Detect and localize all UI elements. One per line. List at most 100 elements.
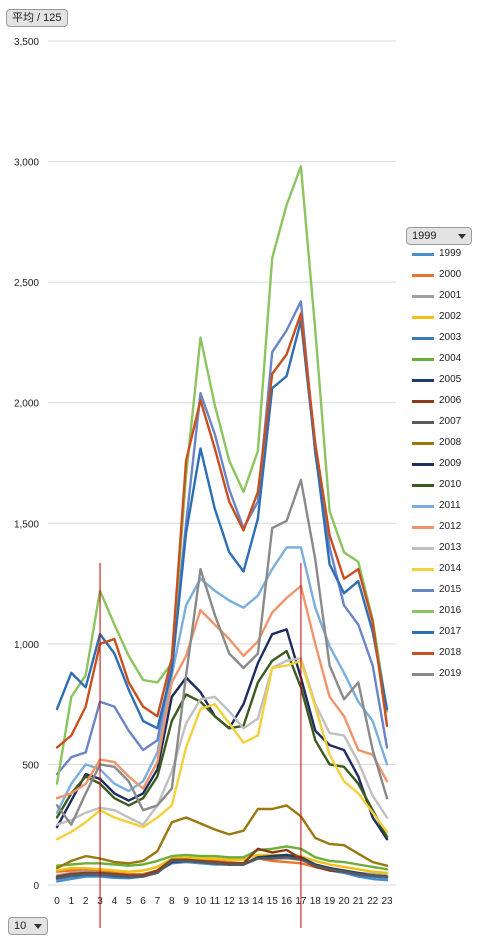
x-tick-label: 12 bbox=[224, 896, 236, 907]
legend-swatch bbox=[412, 379, 434, 382]
legend-label: 2013 bbox=[439, 542, 462, 553]
legend-item-2004[interactable]: 2004 bbox=[410, 352, 480, 366]
y-tick-label: 3,000 bbox=[14, 158, 39, 169]
legend-item-2015[interactable]: 2015 bbox=[410, 583, 480, 597]
series-line-2007 bbox=[55, 856, 389, 879]
hour-filter-dropdown[interactable]: 10 bbox=[8, 917, 48, 935]
legend-item-2005[interactable]: 2005 bbox=[410, 373, 480, 387]
legend-item-2010[interactable]: 2010 bbox=[410, 478, 480, 492]
legend-swatch bbox=[412, 484, 434, 487]
legend-label: 2002 bbox=[439, 311, 462, 322]
y-tick-label: 2,000 bbox=[14, 399, 39, 410]
series-lines bbox=[55, 165, 389, 883]
y-tick-label: 500 bbox=[22, 760, 39, 771]
legend-item-2012[interactable]: 2012 bbox=[410, 520, 480, 534]
legend-swatch bbox=[412, 526, 434, 529]
vertical-markers bbox=[99, 563, 302, 928]
legend-item-2003[interactable]: 2003 bbox=[410, 331, 480, 345]
legend-swatch bbox=[412, 505, 434, 508]
series-line-2016 bbox=[55, 165, 389, 785]
x-tick-label: 2 bbox=[83, 896, 89, 907]
legend-item-2009[interactable]: 2009 bbox=[410, 457, 480, 471]
x-tick-label: 7 bbox=[155, 896, 161, 907]
legend-swatch bbox=[412, 442, 434, 445]
legend-item-2008[interactable]: 2008 bbox=[410, 436, 480, 450]
x-tick-label: 10 bbox=[195, 896, 207, 907]
x-tick-label: 15 bbox=[267, 896, 279, 907]
x-tick-label: 14 bbox=[252, 896, 264, 907]
y-tick-label: 3,500 bbox=[14, 37, 39, 48]
x-tick-label: 19 bbox=[324, 896, 336, 907]
legend-item-2019[interactable]: 2019 bbox=[410, 667, 480, 681]
y-axis-ticks: 0 500 1,000 1,500 2,000 2,500 3,000 3,500 bbox=[14, 37, 39, 892]
legend-label: 2007 bbox=[439, 416, 462, 427]
series-line-2013 bbox=[55, 657, 389, 826]
x-tick-label: 20 bbox=[338, 896, 350, 907]
hour-filter-label: 10 bbox=[14, 920, 27, 932]
legend-item-2006[interactable]: 2006 bbox=[410, 394, 480, 408]
x-tick-label: 4 bbox=[112, 896, 118, 907]
x-tick-label: 21 bbox=[353, 896, 365, 907]
legend-label: 2005 bbox=[439, 374, 462, 385]
x-tick-label: 18 bbox=[310, 896, 322, 907]
legend-swatch bbox=[412, 421, 434, 424]
x-tick-label: 5 bbox=[126, 896, 132, 907]
series-line-2015 bbox=[55, 300, 389, 776]
legend-label: 2006 bbox=[439, 395, 462, 406]
x-tick-label: 22 bbox=[367, 896, 379, 907]
series-line-2011 bbox=[55, 546, 389, 814]
legend-item-2011[interactable]: 2011 bbox=[410, 499, 480, 513]
series-line-2019 bbox=[55, 478, 389, 826]
chevron-down-icon bbox=[458, 234, 466, 239]
legend-label: 2001 bbox=[439, 290, 462, 301]
series-line-2002 bbox=[55, 853, 389, 875]
legend-item-2016[interactable]: 2016 bbox=[410, 604, 480, 618]
x-tick-label: 11 bbox=[210, 896, 221, 907]
series-line-2004 bbox=[55, 845, 389, 871]
series-line-2010 bbox=[55, 649, 389, 838]
legend-item-2018[interactable]: 2018 bbox=[410, 646, 480, 660]
legend-item-2017[interactable]: 2017 bbox=[410, 625, 480, 639]
legend-label: 2000 bbox=[439, 269, 462, 280]
legend-swatch bbox=[412, 295, 434, 298]
legend-swatch bbox=[412, 316, 434, 319]
legend-label: 2004 bbox=[439, 353, 462, 364]
x-axis-ticks: 01234567891011121314151617181920212223 bbox=[54, 896, 393, 907]
legend-swatch bbox=[412, 253, 434, 256]
legend-label: 2003 bbox=[439, 332, 462, 343]
legend-swatch bbox=[412, 652, 434, 655]
x-tick-label: 1 bbox=[69, 896, 75, 907]
legend-label: 2008 bbox=[439, 437, 462, 448]
y-tick-label: 1,000 bbox=[14, 640, 39, 651]
y-tick-label: 2,500 bbox=[14, 278, 39, 289]
legend-item-2000[interactable]: 2000 bbox=[410, 268, 480, 282]
legend-swatch bbox=[412, 337, 434, 340]
legend-swatch bbox=[412, 547, 434, 550]
legend-label: 2011 bbox=[439, 500, 461, 511]
legend-swatch bbox=[412, 400, 434, 403]
legend-filter-dropdown[interactable]: 1999 bbox=[406, 227, 472, 245]
x-tick-label: 23 bbox=[381, 896, 393, 907]
legend-item-2014[interactable]: 2014 bbox=[410, 562, 480, 576]
legend-swatch bbox=[412, 673, 434, 676]
legend-label: 2010 bbox=[439, 479, 462, 490]
series-line-2014 bbox=[55, 659, 389, 841]
legend-item-2001[interactable]: 2001 bbox=[410, 289, 480, 303]
legend-item-1999[interactable]: 1999 bbox=[410, 247, 480, 261]
y-tick-label: 0 bbox=[33, 881, 39, 892]
legend-filter-label: 1999 bbox=[412, 230, 437, 242]
legend-item-2002[interactable]: 2002 bbox=[410, 310, 480, 324]
legend-label: 2019 bbox=[439, 668, 462, 679]
legend-swatch bbox=[412, 568, 434, 571]
legend-label: 2017 bbox=[439, 626, 462, 637]
measure-field-button[interactable]: 平均 / 125 bbox=[6, 9, 68, 27]
x-tick-label: 13 bbox=[238, 896, 250, 907]
legend-item-2007[interactable]: 2007 bbox=[410, 415, 480, 429]
legend-item-2013[interactable]: 2013 bbox=[410, 541, 480, 555]
legend-swatch bbox=[412, 631, 434, 634]
legend-label: 1999 bbox=[439, 248, 462, 259]
legend-label: 2012 bbox=[439, 521, 462, 532]
legend-swatch bbox=[412, 358, 434, 361]
